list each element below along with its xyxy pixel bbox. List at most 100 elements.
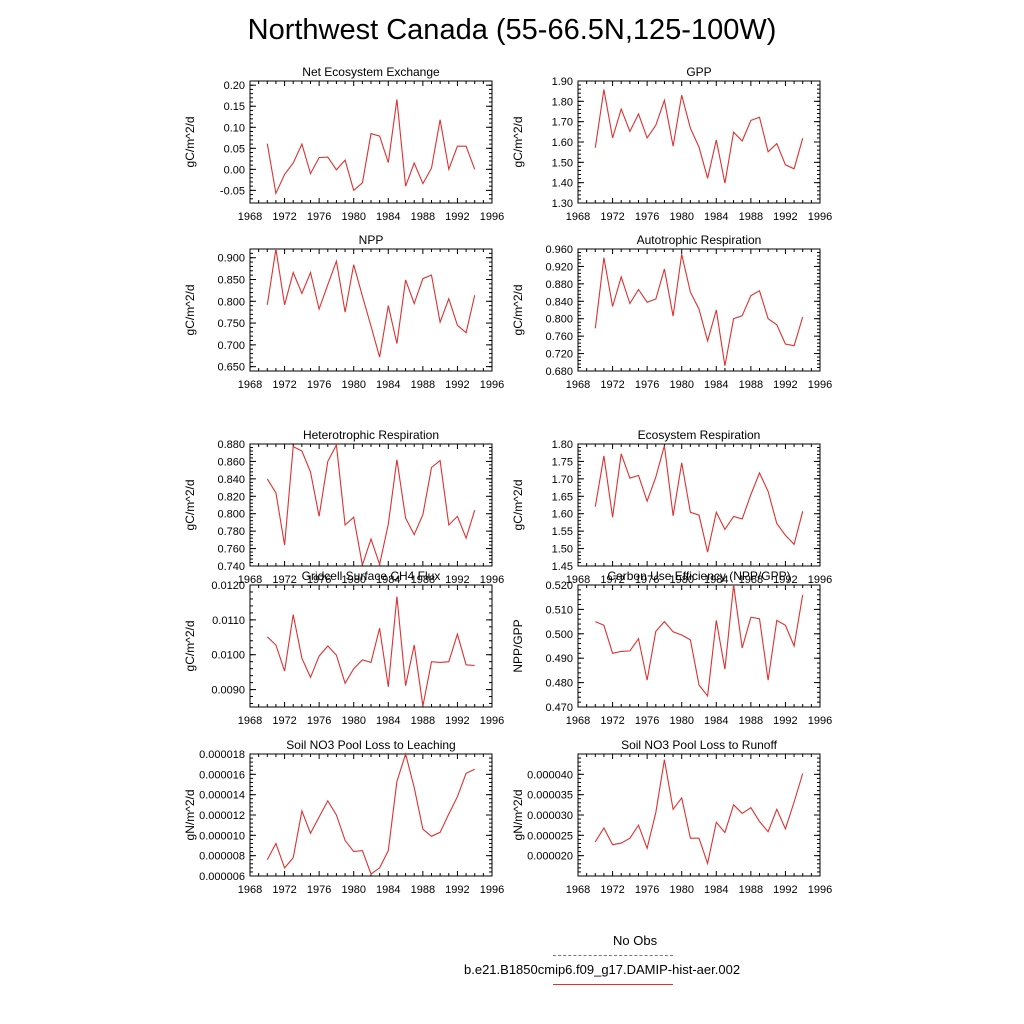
series-line (594, 89, 804, 184)
chart-gpp: GPP gC/m^2/d 1968 1972 1976 1980 1984 1988 1992 1… (511, 65, 832, 223)
x-tick-label: 1980 (341, 574, 365, 586)
x-tick-label: 1976 (307, 715, 331, 727)
x-tick-label: 1992 (445, 379, 469, 391)
x-tick-label: 1988 (411, 211, 435, 223)
x-tick-label: 1972 (600, 379, 624, 391)
x-tick-label: 1980 (669, 211, 693, 223)
x-tick-label: 1968 (238, 379, 262, 391)
chart-title: Soil NO3 Pool Loss to Leaching (286, 738, 455, 752)
y-tick-label: 0.510 (545, 604, 573, 616)
x-tick-label: 1984 (704, 574, 728, 586)
x-tick-label: 1984 (704, 211, 728, 223)
y-tick-label: 0.880 (217, 439, 245, 451)
x-tick-label: 1976 (307, 211, 331, 223)
series-line (594, 759, 804, 866)
x-tick-label: 1976 (307, 574, 331, 586)
chart-heterotrophic-respiration: Heterotrophic Respiration gC/m^2/d 1968 197… (183, 428, 504, 586)
y-tick-label: 0.960 (545, 244, 573, 256)
y-tick-label: 1.80 (552, 439, 573, 451)
x-tick-label: 1984 (376, 379, 400, 391)
x-tick-label: 1972 (600, 574, 624, 586)
x-tick-label: 1988 (739, 574, 763, 586)
y-tick-label: 0.0090 (211, 685, 245, 697)
x-tick-label: 1996 (808, 379, 832, 391)
y-tick-label: 1.65 (552, 491, 573, 503)
plot-frame (577, 80, 821, 204)
x-tick-label: 1992 (773, 379, 797, 391)
y-tick-label: 0.15 (224, 101, 245, 113)
y-tick-label: 1.60 (552, 509, 573, 521)
y-tick-label: 0.760 (545, 331, 573, 343)
x-tick-label: 1980 (341, 884, 365, 896)
x-tick-label: 1988 (739, 884, 763, 896)
y-tick-label: 0.10 (224, 122, 245, 134)
x-tick-label: 1968 (566, 379, 590, 391)
x-tick-label: 1968 (566, 211, 590, 223)
chart-title: Ecosystem Respiration (638, 428, 761, 442)
x-tick-label: 1968 (566, 884, 590, 896)
plot-frame (249, 248, 493, 372)
y-tick-label: 0.740 (217, 561, 245, 573)
x-tick-label: 1976 (635, 379, 659, 391)
x-tick-label: 1968 (566, 574, 590, 586)
x-tick-label: 1976 (635, 884, 659, 896)
y-tick-label: 0.05 (224, 143, 245, 155)
x-tick-label: 1984 (704, 715, 728, 727)
x-tick-label: 1972 (272, 379, 296, 391)
plot-frame (249, 753, 493, 877)
x-tick-label: 1988 (411, 379, 435, 391)
series-line (266, 596, 475, 707)
y-tick-label: 0.000016 (199, 769, 245, 781)
series-line (266, 99, 476, 196)
y-tick-label: 0.860 (217, 456, 245, 468)
y-axis-label: gC/m^2/d (511, 285, 525, 336)
y-tick-label: 0.780 (217, 526, 245, 538)
y-tick-label: 0.850 (217, 275, 245, 287)
y-axis-label: gN/m^2/d (183, 790, 197, 841)
x-tick-label: 1968 (238, 884, 262, 896)
plot-frame (249, 443, 493, 567)
x-tick-label: 1996 (480, 211, 504, 223)
x-tick-label: 1972 (272, 574, 296, 586)
x-tick-label: 1992 (773, 884, 797, 896)
chart-net-ecosystem-exchange: Net Ecosystem Exchange gC/m^2/d 1968 1972 19… (183, 65, 504, 223)
y-axis-label: gC/m^2/d (183, 117, 197, 168)
plot-frame (577, 753, 821, 877)
y-tick-label: 0.000025 (527, 830, 573, 842)
y-tick-label: 0.000012 (199, 810, 245, 822)
y-axis-label: gC/m^2/d (183, 480, 197, 531)
x-tick-label: 1988 (411, 884, 435, 896)
y-tick-label: 0.800 (217, 296, 245, 308)
y-tick-label: 0.760 (217, 544, 245, 556)
y-tick-label: 1.70 (552, 117, 573, 129)
y-axis-label: gC/m^2/d (183, 621, 197, 672)
x-tick-label: 1992 (773, 574, 797, 586)
series-line (266, 443, 476, 567)
y-tick-label: 1.80 (552, 96, 573, 108)
series-line (266, 752, 475, 875)
x-tick-label: 1988 (411, 715, 435, 727)
plot-frame (577, 584, 821, 708)
y-tick-label: 0.000008 (199, 851, 245, 863)
x-tick-label: 1988 (739, 211, 763, 223)
y-tick-label: -0.05 (220, 185, 245, 197)
chart-title: Autotrophic Respiration (637, 233, 762, 247)
y-tick-label: 0.000010 (199, 830, 245, 842)
y-tick-label: 0.490 (545, 653, 573, 665)
y-tick-label: 0.000035 (527, 790, 573, 802)
y-tick-label: 0.000030 (527, 810, 573, 822)
x-tick-label: 1980 (341, 379, 365, 391)
x-tick-label: 1972 (600, 884, 624, 896)
y-tick-label: 0.0120 (211, 580, 245, 592)
y-tick-label: 1.40 (552, 178, 573, 190)
y-tick-label: 0.820 (217, 491, 245, 503)
x-tick-label: 1984 (376, 574, 400, 586)
chart-title: Soil NO3 Pool Loss to Runoff (621, 738, 778, 752)
x-tick-label: 1972 (600, 211, 624, 223)
y-axis-label: gN/m^2/d (511, 790, 525, 841)
x-tick-label: 1972 (272, 211, 296, 223)
y-tick-label: 0.20 (224, 80, 245, 92)
x-tick-label: 1972 (600, 715, 624, 727)
y-tick-label: 0.750 (217, 318, 245, 330)
